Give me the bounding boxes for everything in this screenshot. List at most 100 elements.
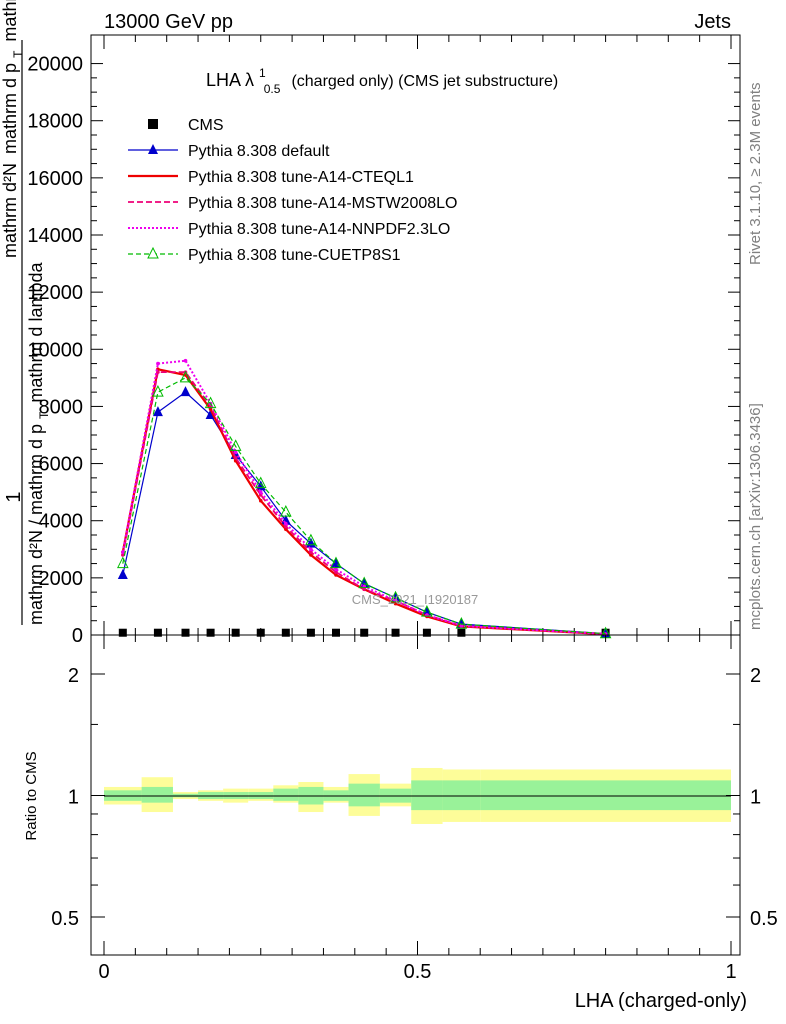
cms-data-point bbox=[206, 628, 215, 637]
series-point-5 bbox=[358, 576, 371, 589]
y-label-denominator-tail: mathrm d lambda bbox=[26, 262, 46, 403]
legend-label: Pythia 8.308 tune-CUETP8S1 bbox=[188, 247, 401, 264]
plot-title-subscript: 0.5 bbox=[264, 82, 281, 96]
series-point-5 bbox=[280, 505, 292, 517]
series-point-2 bbox=[334, 573, 338, 577]
series-point-4 bbox=[309, 547, 313, 552]
analysis-watermark: CMS_2021_I1920187 bbox=[352, 592, 479, 607]
cms-data-point bbox=[256, 628, 265, 637]
series-point-5 bbox=[389, 590, 402, 603]
x-tick-label: 0.5 bbox=[404, 961, 432, 983]
main-series-group bbox=[117, 358, 612, 639]
y-label-top-sub: T bbox=[11, 50, 25, 58]
y-label-denominator-sub: T bbox=[37, 411, 51, 419]
series-point-5 bbox=[254, 476, 267, 489]
ratio-y-tick-label: 1 bbox=[68, 787, 79, 809]
cms-data-point bbox=[422, 628, 431, 637]
header-category-label: Jets bbox=[694, 11, 731, 33]
ratio-stat-band bbox=[411, 780, 443, 811]
ratio-y-tick-label: 0.5 bbox=[51, 908, 79, 930]
series-point-4 bbox=[233, 450, 238, 454]
series-point-5 bbox=[179, 370, 192, 383]
series-point-5 bbox=[330, 556, 342, 569]
main-y-tick-label: 2000 bbox=[39, 568, 84, 590]
series-point-4 bbox=[284, 521, 288, 526]
y-label-top-end: mathrm d lambda bbox=[0, 0, 20, 42]
y-label-denominator: mathrm d²N / mathrm d p T mathrm d lambd… bbox=[26, 262, 52, 625]
series-point-2 bbox=[393, 601, 398, 606]
ratio-stat-band bbox=[141, 786, 173, 803]
main-y-tick-label: 12000 bbox=[27, 282, 83, 304]
series-point-5 bbox=[305, 533, 317, 546]
legend-marker-cms bbox=[148, 119, 158, 129]
series-point-1 bbox=[117, 569, 128, 579]
x-tick-label: 1 bbox=[725, 961, 736, 983]
plot-title-superscript: 1 bbox=[259, 66, 266, 80]
y-label-top-tail: mathrm d p bbox=[0, 63, 20, 154]
header-energy-label: 13000 GeV pp bbox=[104, 11, 233, 33]
legend-label: Pythia 8.308 tune-A14-MSTW2008LO bbox=[188, 195, 457, 212]
main-y-ticks: 0 2000 4000 6000 8000 10000 12000 14000 16000 180… bbox=[27, 54, 740, 647]
y-label-numerator: 1 bbox=[3, 491, 25, 502]
x-tick-label: 0 bbox=[98, 961, 109, 983]
main-y-tick-label: 8000 bbox=[39, 396, 84, 418]
y-label-top: mathrm d²N mathrm d p T mathrm d lambda bbox=[0, 0, 26, 258]
legend-marker-1 bbox=[148, 144, 158, 154]
cms-data-point bbox=[153, 628, 162, 637]
ratio-x-ticks: 0 0.5 1 bbox=[98, 635, 737, 983]
cms-data-point bbox=[391, 628, 400, 637]
series-point-4 bbox=[459, 624, 464, 628]
series-point-5 bbox=[204, 396, 217, 409]
mcplots-reference-label: mcplots.cern.ch [arXiv:1306.3436] bbox=[747, 403, 764, 630]
main-y-tick-label: 6000 bbox=[39, 454, 84, 476]
series-point-2 bbox=[258, 498, 263, 503]
series-point-5 bbox=[229, 439, 242, 451]
ratio-y-ticks: 0.5 0.5 1 1 2 2 bbox=[51, 665, 778, 930]
series-point-3 bbox=[121, 553, 125, 557]
ratio-y-tick-label-right: 2 bbox=[750, 665, 761, 687]
series-point-1 bbox=[152, 406, 163, 417]
ratio-stat-band bbox=[348, 783, 380, 807]
series-point-4 bbox=[258, 490, 263, 494]
series-point-3 bbox=[362, 587, 367, 592]
main-y-tick-label: 16000 bbox=[27, 168, 83, 190]
cms-data-point bbox=[457, 628, 466, 637]
main-y-tick-label: 18000 bbox=[27, 111, 83, 133]
series-point-2 bbox=[309, 553, 313, 557]
ratio-y-tick-label: 2 bbox=[68, 665, 79, 687]
legend-label: Pythia 8.308 tune-A14-CTEQL1 bbox=[188, 169, 414, 186]
ratio-y-axis-label: Ratio to CMS bbox=[23, 751, 40, 840]
legend-label: Pythia 8.308 tune-A14-NNPDF2.3LO bbox=[188, 221, 450, 238]
series-point-2 bbox=[208, 407, 213, 412]
main-y-tick-label: 4000 bbox=[39, 511, 84, 533]
cms-data-point bbox=[281, 628, 290, 637]
series-point-5 bbox=[117, 556, 129, 569]
series-point-4 bbox=[183, 358, 188, 363]
series-point-1 bbox=[390, 591, 401, 602]
series-point-4 bbox=[121, 550, 125, 554]
ratio-stat-band bbox=[273, 788, 299, 801]
series-point-3 bbox=[334, 570, 338, 574]
legend-label: Pythia 8.308 default bbox=[188, 143, 330, 160]
plot-title-main: LHA λ bbox=[206, 70, 254, 90]
main-x-ticks bbox=[103, 35, 732, 635]
rivet-version-label: Rivet 3.1.10, ≥ 2.3M events bbox=[747, 83, 764, 266]
legend-label: CMS bbox=[188, 117, 224, 134]
cms-data-point bbox=[231, 628, 240, 637]
cms-data-point bbox=[331, 628, 340, 637]
y-label-top-main: mathrm d²N bbox=[0, 163, 20, 258]
main-y-axis-label: 1 mathrm d²N / mathrm d p T mathrm d lam… bbox=[0, 0, 52, 625]
series-point-1 bbox=[280, 514, 291, 525]
main-panel: 0 2000 4000 6000 8000 10000 12000 14000 16000 180… bbox=[27, 34, 741, 647]
main-y-tick-label: 14000 bbox=[27, 225, 83, 247]
series-point-4 bbox=[334, 567, 338, 572]
x-axis-label: LHA (charged-only) bbox=[575, 990, 747, 1012]
ratio-stat-band bbox=[442, 780, 481, 811]
series-point-5 bbox=[152, 385, 164, 397]
main-y-tick-label: 0 bbox=[72, 625, 83, 647]
series-point-4 bbox=[156, 361, 160, 366]
main-y-tick-label: 20000 bbox=[27, 54, 83, 76]
cms-data-point bbox=[181, 628, 190, 637]
series-point-3 bbox=[233, 456, 238, 460]
